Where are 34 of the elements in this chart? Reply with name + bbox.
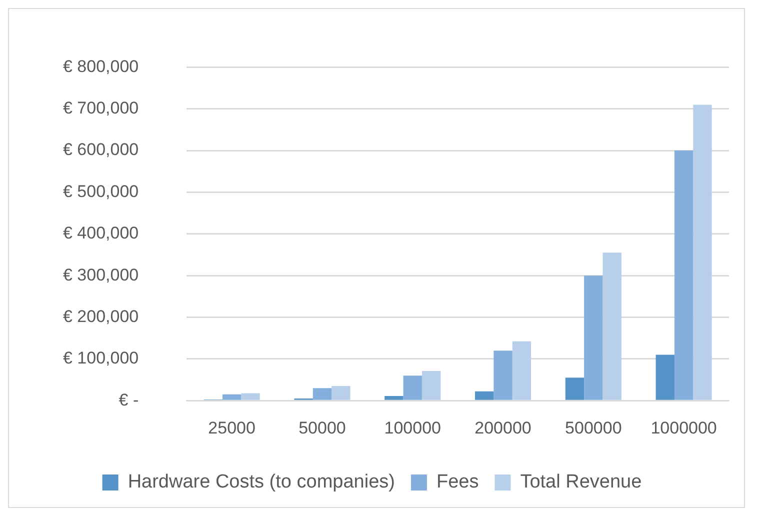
y-tick-label: € 600,000 — [62, 140, 139, 160]
y-tick-label: € 700,000 — [62, 98, 139, 118]
bar — [474, 391, 494, 400]
x-tick-label: 1000000 — [650, 418, 717, 438]
bar — [693, 104, 712, 400]
bar — [332, 386, 350, 400]
legend-label: Hardware Costs (to companies) — [128, 472, 395, 493]
legend-label: Fees — [436, 472, 479, 493]
bar — [656, 354, 674, 400]
bar — [565, 378, 584, 400]
y-tick-label: € 500,000 — [62, 182, 139, 201]
bar — [512, 341, 532, 400]
bar — [241, 393, 260, 400]
x-tick-label: 100000 — [384, 418, 441, 438]
y-tick-label: € 300,000 — [62, 265, 139, 284]
bar — [422, 371, 441, 400]
y-tick-label: € 400,000 — [62, 224, 139, 243]
x-tick-label: 50000 — [298, 418, 346, 438]
bar — [584, 276, 603, 400]
x-tick-label: 200000 — [474, 418, 532, 438]
y-tick-label: € 200,000 — [62, 306, 139, 326]
bar — [384, 396, 404, 400]
y-tick-label: € 100,000 — [62, 348, 139, 368]
bar — [403, 376, 422, 400]
y-tick-label: € 800,000 — [62, 56, 139, 76]
bar — [222, 394, 242, 400]
y-tick-label: € - — [118, 390, 139, 410]
x-tick-label: 500000 — [565, 418, 622, 438]
bar — [674, 150, 694, 400]
bar — [494, 350, 512, 400]
legend-label: Total Revenue — [520, 472, 642, 493]
x-tick-label: 25000 — [208, 418, 256, 438]
bar — [312, 388, 332, 400]
bar — [602, 252, 622, 400]
